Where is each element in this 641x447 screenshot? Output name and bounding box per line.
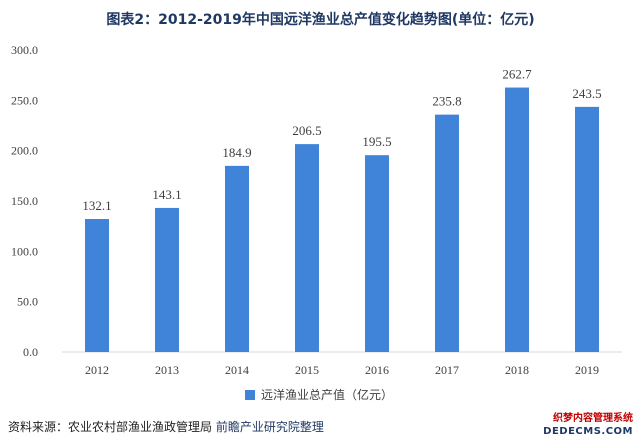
x-tick-label: 2012	[85, 363, 109, 377]
bar	[505, 87, 529, 352]
bar	[365, 155, 389, 352]
source-org: 前瞻产业研究院整理	[215, 420, 324, 434]
x-tick-label: 2015	[295, 363, 319, 377]
badge-line-1: 织梦内容管理系统	[553, 413, 633, 424]
value-label: 132.1	[82, 198, 111, 213]
value-label: 262.7	[502, 67, 532, 82]
bar	[575, 106, 599, 352]
y-tick-label: 100.0	[11, 244, 38, 258]
watermark-badge: 织梦内容管理系统 DEDECMS.COM	[531, 412, 633, 438]
y-tick-label: 300.0	[11, 43, 38, 57]
x-tick-label: 2016	[365, 363, 389, 377]
y-tick-label: 250.0	[11, 93, 38, 107]
source-text: 农业农村部渔业渔政管理局	[68, 420, 213, 434]
value-label: 143.1	[152, 187, 181, 202]
x-tick-label: 2019	[575, 363, 599, 377]
badge-line-2: DEDECMS.COM	[543, 426, 633, 437]
legend-label: 远洋渔业总产值（亿元）	[261, 387, 393, 402]
value-label: 243.5	[572, 86, 601, 101]
y-tick-label: 0.0	[23, 345, 38, 359]
bar	[155, 207, 179, 352]
bar	[85, 219, 109, 352]
y-tick-label: 200.0	[11, 144, 38, 158]
bar	[225, 165, 249, 352]
y-tick-label: 150.0	[11, 194, 38, 208]
value-label: 235.8	[432, 94, 461, 109]
x-tick-label: 2017	[435, 363, 459, 377]
value-label: 206.5	[292, 123, 321, 138]
source-label: 资料来源：	[8, 420, 69, 434]
x-tick-label: 2018	[505, 363, 529, 377]
x-tick-label: 2013	[155, 363, 179, 377]
chart-title: 图表2：2012-2019年中国远洋渔业总产值变化趋势图(单位：亿元)	[106, 12, 535, 28]
bar	[435, 114, 459, 353]
source-note: 资料来源：农业农村部渔业渔政管理局 前瞻产业研究院整理	[8, 418, 324, 435]
bar	[295, 144, 319, 352]
value-label: 184.9	[222, 145, 251, 160]
legend-swatch	[245, 390, 255, 400]
x-tick-label: 2014	[225, 363, 249, 377]
value-label: 195.5	[362, 134, 391, 149]
y-tick-label: 50.0	[17, 295, 38, 309]
